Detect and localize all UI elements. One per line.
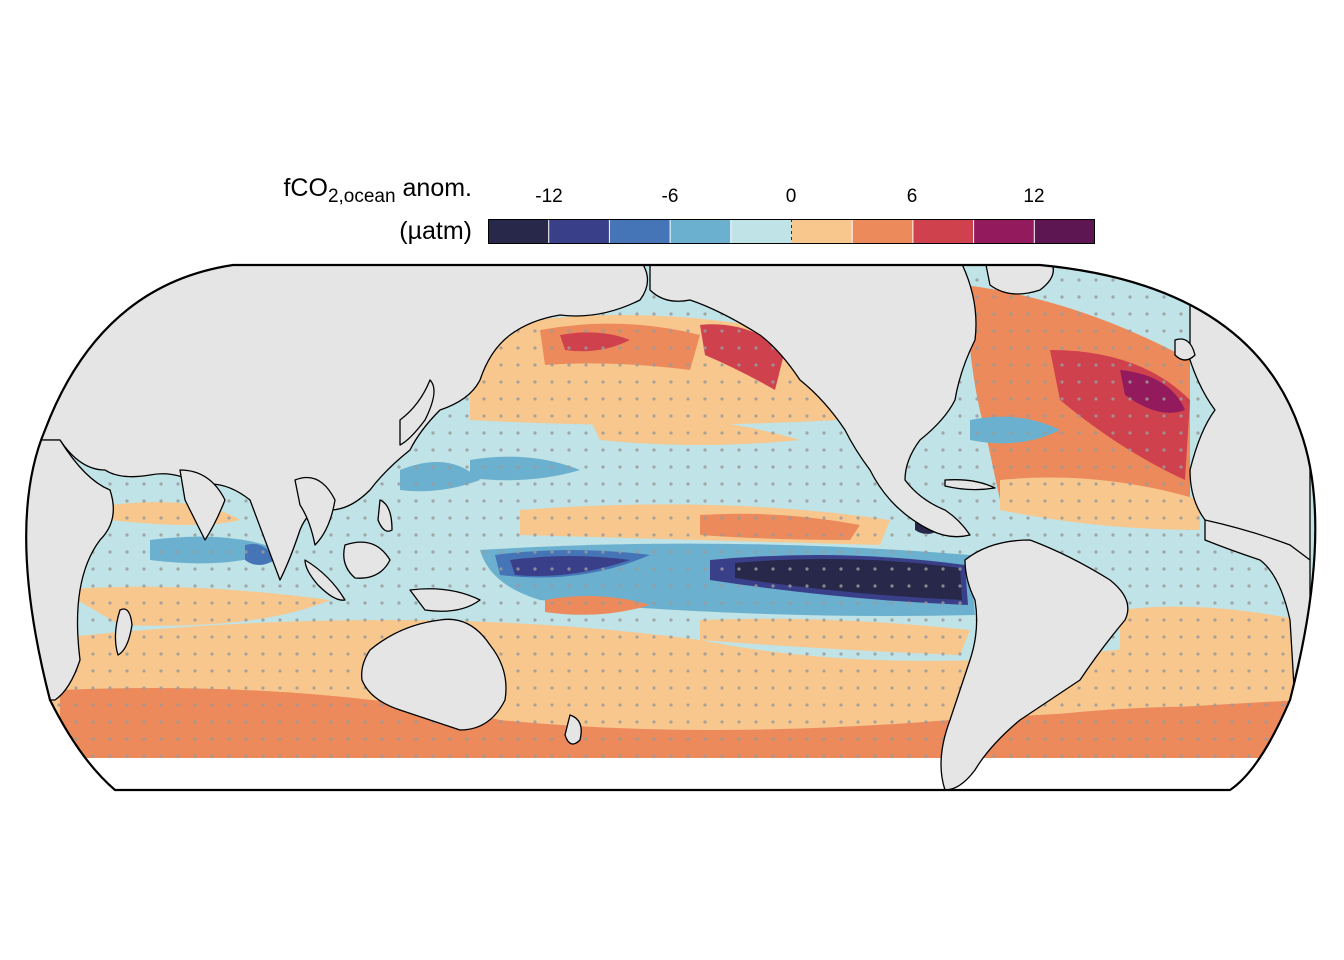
colorbar-bin <box>548 219 610 244</box>
land-new-guinea <box>409 588 481 612</box>
land-borneo <box>343 541 391 579</box>
legend-title-subscript: 2,ocean <box>327 186 396 207</box>
colorbar-tick-label: -12 <box>535 186 563 207</box>
colorbar-frame <box>488 219 1095 244</box>
land-north-america <box>649 265 977 538</box>
land-indochina <box>294 476 336 546</box>
land-africa-west <box>1204 519 1311 790</box>
colorbar <box>488 219 1095 244</box>
map-border <box>25 263 1317 792</box>
land-madagascar <box>114 608 133 656</box>
land-eurasia <box>26 265 649 581</box>
land-new-zealand <box>564 714 582 745</box>
colorbar-bin <box>791 219 853 244</box>
land-british-isles <box>1174 338 1196 361</box>
land-japan <box>399 379 435 446</box>
land-india <box>179 469 226 541</box>
colorbar-tick-label: 0 <box>785 186 797 207</box>
colorbar-tick-label: -6 <box>661 186 679 207</box>
colorbar-bin <box>609 219 671 244</box>
land-cuba <box>944 479 996 491</box>
land-south-america <box>940 539 1129 790</box>
colorbar-bin <box>973 219 1035 244</box>
colorbar-bin <box>730 219 792 244</box>
colorbar-bin <box>670 219 731 244</box>
land-australia <box>361 618 507 731</box>
legend-title: fCO2,ocean anom. <box>283 174 472 207</box>
colorbar-bin <box>852 219 913 244</box>
colorbar-bin <box>1034 219 1095 244</box>
colorbar-bin <box>912 219 974 244</box>
no-data-region <box>26 758 1316 790</box>
colorbar-bin <box>488 219 549 244</box>
land-sumatra <box>304 559 346 601</box>
land-philippines <box>377 499 393 532</box>
colorbar-tick-label: 12 <box>1023 186 1045 207</box>
legend-units: (µatm) <box>399 217 472 245</box>
colorbar-tick-label: 6 <box>906 186 918 207</box>
